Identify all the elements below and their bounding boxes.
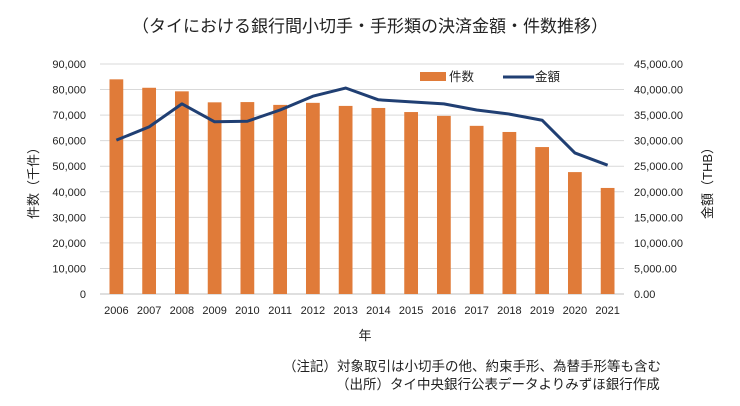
note-text: （注記）対象取引は小切手の他、約束手形、為替手形等も含む [283,359,661,374]
bar-2017 [469,125,484,294]
bar-2013 [338,105,353,295]
x-tick-label: 2009 [202,305,226,317]
y2-tick-label: 15,000.00 [634,212,683,224]
x-tick-label: 2017 [464,305,488,317]
x-tick-label: 2008 [170,305,194,317]
x-tick-label: 2018 [497,305,521,317]
legend: 件数 金額 [420,69,561,84]
source-text: （出所）タイ中央銀行公表データよりみずほ銀行作成 [336,377,660,392]
bar-2009 [207,102,222,294]
bar-2007 [142,87,157,295]
bar-2018 [502,131,517,294]
y-axis-title: 件数（千件） [26,141,41,219]
y2-tick-label: 20,000.00 [634,187,683,199]
y2-tick-label: 25,000.00 [634,161,683,173]
y-tick-label: 30,000 [52,212,86,224]
y2-tick-label: 45,000.00 [634,59,683,71]
y2-tick-label: 35,000.00 [634,110,683,122]
legend-label-amount: 金額 [535,69,561,84]
x-tick-label: 2012 [301,305,325,317]
legend-label-count: 件数 [449,69,475,84]
y2-tick-label: 5,000.00 [634,263,677,275]
amount-line [115,86,609,167]
y-tick-label: 20,000 [52,238,86,250]
bar-2021 [600,187,615,294]
x-tick-label: 2006 [104,305,128,317]
x-tick-label: 2014 [366,305,390,317]
right-axis-ticks: 0.00 5,000.00 10,000.00 15,000.00 20,000.00 2… [634,59,683,301]
bar-2006 [109,79,124,294]
x-tick-label: 2021 [595,305,619,317]
x-tick-label: 2013 [333,305,357,317]
y-tick-label: 80,000 [52,85,86,97]
y2-tick-label: 40,000.00 [634,85,683,97]
y2-tick-label: 0.00 [634,289,655,301]
left-axis-ticks: 0 10,000 20,000 30,000 40,000 50,000 60,000 70,… [52,59,86,301]
x-tick-label: 2016 [432,305,456,317]
y-tick-label: 60,000 [52,136,86,148]
bar-series [109,79,615,295]
x-tick-label: 2007 [137,305,161,317]
bar-2019 [535,147,550,294]
x-tick-label: 2015 [399,305,423,317]
y-tick-label: 90,000 [52,59,86,71]
bar-2008 [174,91,189,294]
bar-2016 [436,115,451,294]
y2-tick-label: 30,000.00 [634,136,683,148]
bar-2020 [567,172,582,294]
y-tick-label: 0 [80,289,86,301]
bar-2014 [371,107,386,294]
x-tick-label: 2019 [530,305,554,317]
y-tick-label: 70,000 [52,110,86,122]
x-tick-label: 2011 [268,305,292,317]
x-tick-label: 2020 [563,305,587,317]
bar-2015 [404,112,419,295]
legend-swatch-bar [420,72,446,81]
x-axis-title: 年 [358,328,371,343]
bar-2010 [240,102,255,294]
y2-axis-title: 金額（THB） [700,141,715,219]
line-series [115,86,609,167]
chart-title: （タイにおける銀行間小切手・手形類の決済金額・件数推移） [132,17,608,36]
y-tick-label: 10,000 [52,263,86,275]
x-axis-ticks: 2006 2007 2008 2009 2010 2011 2012 2013 2014 2015… [104,305,620,317]
y2-tick-label: 10,000.00 [634,238,683,250]
y-tick-label: 40,000 [52,187,86,199]
bar-2012 [305,102,320,294]
x-tick-label: 2010 [235,305,259,317]
y-tick-label: 50,000 [52,161,86,173]
bar-2011 [273,104,288,294]
